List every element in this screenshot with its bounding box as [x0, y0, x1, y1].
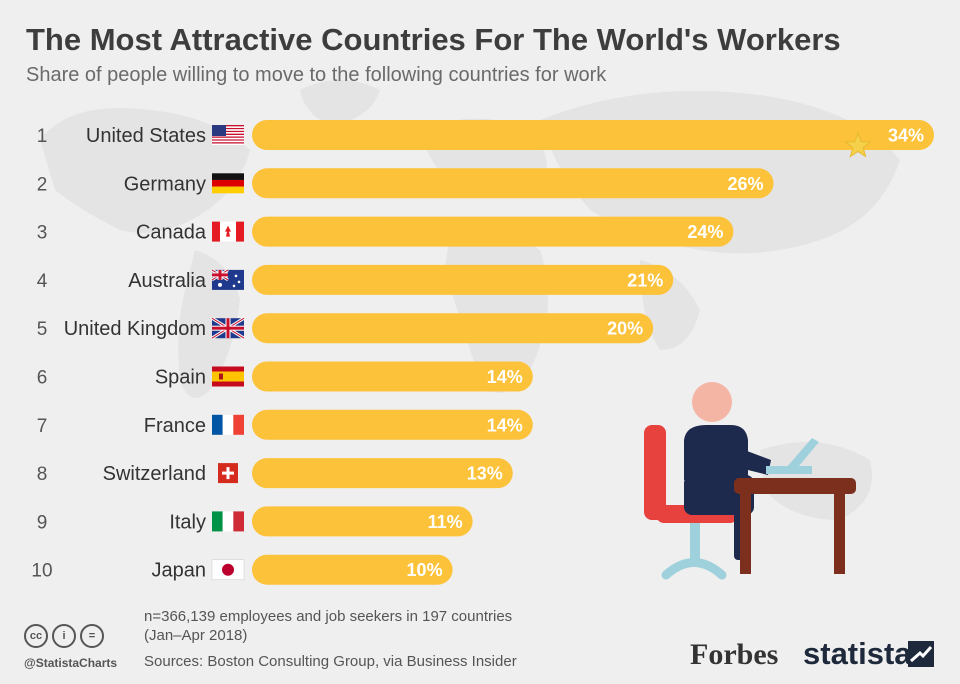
- cc-icon: cc: [24, 624, 48, 648]
- rank-label: 7: [37, 416, 48, 437]
- flag-de-icon: [212, 173, 244, 194]
- chart-title: The Most Attractive Countries For The Wo…: [26, 22, 841, 57]
- flag-it-icon: [212, 511, 244, 532]
- chart-subtitle: Share of people willing to move to the f…: [26, 64, 607, 86]
- bar: [252, 216, 734, 247]
- data-label: 10%: [407, 560, 443, 580]
- bar: [252, 409, 533, 440]
- category-label: Japan: [152, 560, 207, 582]
- statista-handle: @StatistaCharts: [24, 656, 118, 670]
- rank-label: 3: [37, 223, 48, 244]
- data-label: 24%: [687, 222, 723, 242]
- data-label: 26%: [727, 174, 763, 194]
- forbes-logo: Forbes: [690, 638, 779, 671]
- sample-note-line1: n=366,139 employees and job seekers in 1…: [144, 608, 513, 625]
- data-label: 11%: [428, 512, 463, 532]
- data-label: 34%: [888, 126, 924, 146]
- sample-note-line2: (Jan–Apr 2018): [144, 627, 248, 644]
- category-label: Spain: [155, 367, 206, 389]
- statista-logo: statista: [803, 636, 912, 671]
- data-label: 20%: [607, 319, 643, 339]
- rank-label: 6: [37, 368, 48, 389]
- flag-us-icon: [212, 125, 244, 145]
- no-derivatives-icon: =: [80, 624, 104, 648]
- category-label: United States: [86, 125, 206, 147]
- flag-es-icon: [212, 366, 244, 387]
- category-label: Germany: [124, 173, 206, 195]
- flag-fr-icon: [212, 414, 244, 435]
- rank-label: 1: [37, 126, 48, 147]
- data-label: 21%: [627, 270, 663, 290]
- bar: [252, 506, 473, 537]
- category-label: Switzerland: [103, 463, 206, 485]
- data-label: 14%: [487, 367, 523, 387]
- bar: [252, 313, 654, 344]
- category-label: Canada: [136, 222, 207, 244]
- bar: [252, 264, 674, 295]
- statista-logo-mark-icon: [908, 641, 934, 667]
- flag-gb-icon: [211, 316, 245, 340]
- bar: [252, 361, 533, 392]
- bar: [252, 554, 453, 585]
- category-label: United Kingdom: [64, 318, 206, 340]
- bar: [252, 168, 774, 199]
- attribution-icon: i: [52, 624, 76, 648]
- data-label: 14%: [487, 415, 523, 435]
- star-icon: [844, 131, 872, 158]
- category-label: Italy: [169, 511, 206, 533]
- source-note: Sources: Boston Consulting Group, via Bu…: [144, 653, 517, 670]
- bar: [252, 120, 934, 150]
- flag-ch-icon: [218, 463, 238, 484]
- rank-label: 5: [37, 319, 48, 340]
- rank-label: 9: [37, 512, 48, 533]
- category-label: France: [144, 415, 206, 437]
- flag-jp-icon: [211, 559, 245, 580]
- rank-label: 8: [37, 464, 48, 485]
- data-label: 13%: [467, 464, 503, 484]
- rank-label: 10: [31, 561, 52, 582]
- sample-note: n=366,139 employees and job seekers in 1…: [144, 607, 564, 645]
- rank-label: 4: [37, 271, 48, 292]
- flag-ca-icon: [212, 221, 244, 242]
- flag-au-icon: [211, 268, 244, 290]
- bar: [252, 458, 513, 489]
- license-icons: cc i =: [24, 624, 104, 648]
- rank-label: 2: [37, 174, 48, 195]
- worker-at-desk-illustration: [644, 382, 856, 580]
- category-label: Australia: [128, 270, 207, 292]
